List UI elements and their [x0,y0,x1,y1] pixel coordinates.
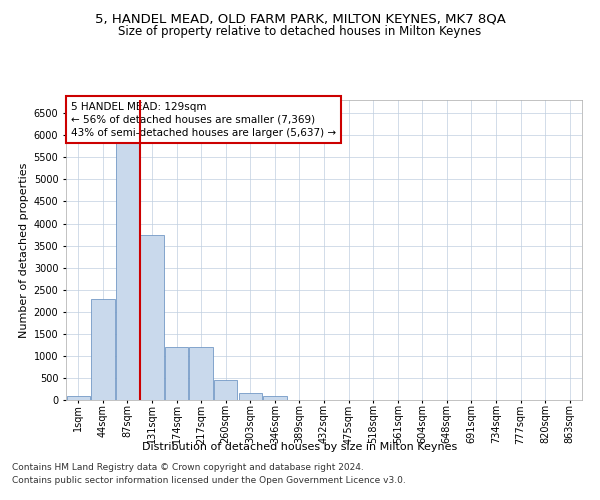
Bar [116,116,139,400]
Bar [214,380,238,400]
Text: 5 HANDEL MEAD: 129sqm
← 56% of detached houses are smaller (7,369)
43% of semi-d: 5 HANDEL MEAD: 129sqm ← 56% of detached … [71,102,336,138]
Bar [140,234,164,400]
Bar [91,298,115,400]
Bar [165,347,188,400]
Text: Contains public sector information licensed under the Open Government Licence v3: Contains public sector information licen… [12,476,406,485]
Text: Contains HM Land Registry data © Crown copyright and database right 2024.: Contains HM Land Registry data © Crown c… [12,464,364,472]
Text: Size of property relative to detached houses in Milton Keynes: Size of property relative to detached ho… [118,25,482,38]
Y-axis label: Number of detached properties: Number of detached properties [19,162,29,338]
Bar [239,393,262,400]
Bar [263,396,287,400]
Bar [190,347,213,400]
Text: Distribution of detached houses by size in Milton Keynes: Distribution of detached houses by size … [142,442,458,452]
Text: 5, HANDEL MEAD, OLD FARM PARK, MILTON KEYNES, MK7 8QA: 5, HANDEL MEAD, OLD FARM PARK, MILTON KE… [95,12,505,26]
Bar [67,396,90,400]
